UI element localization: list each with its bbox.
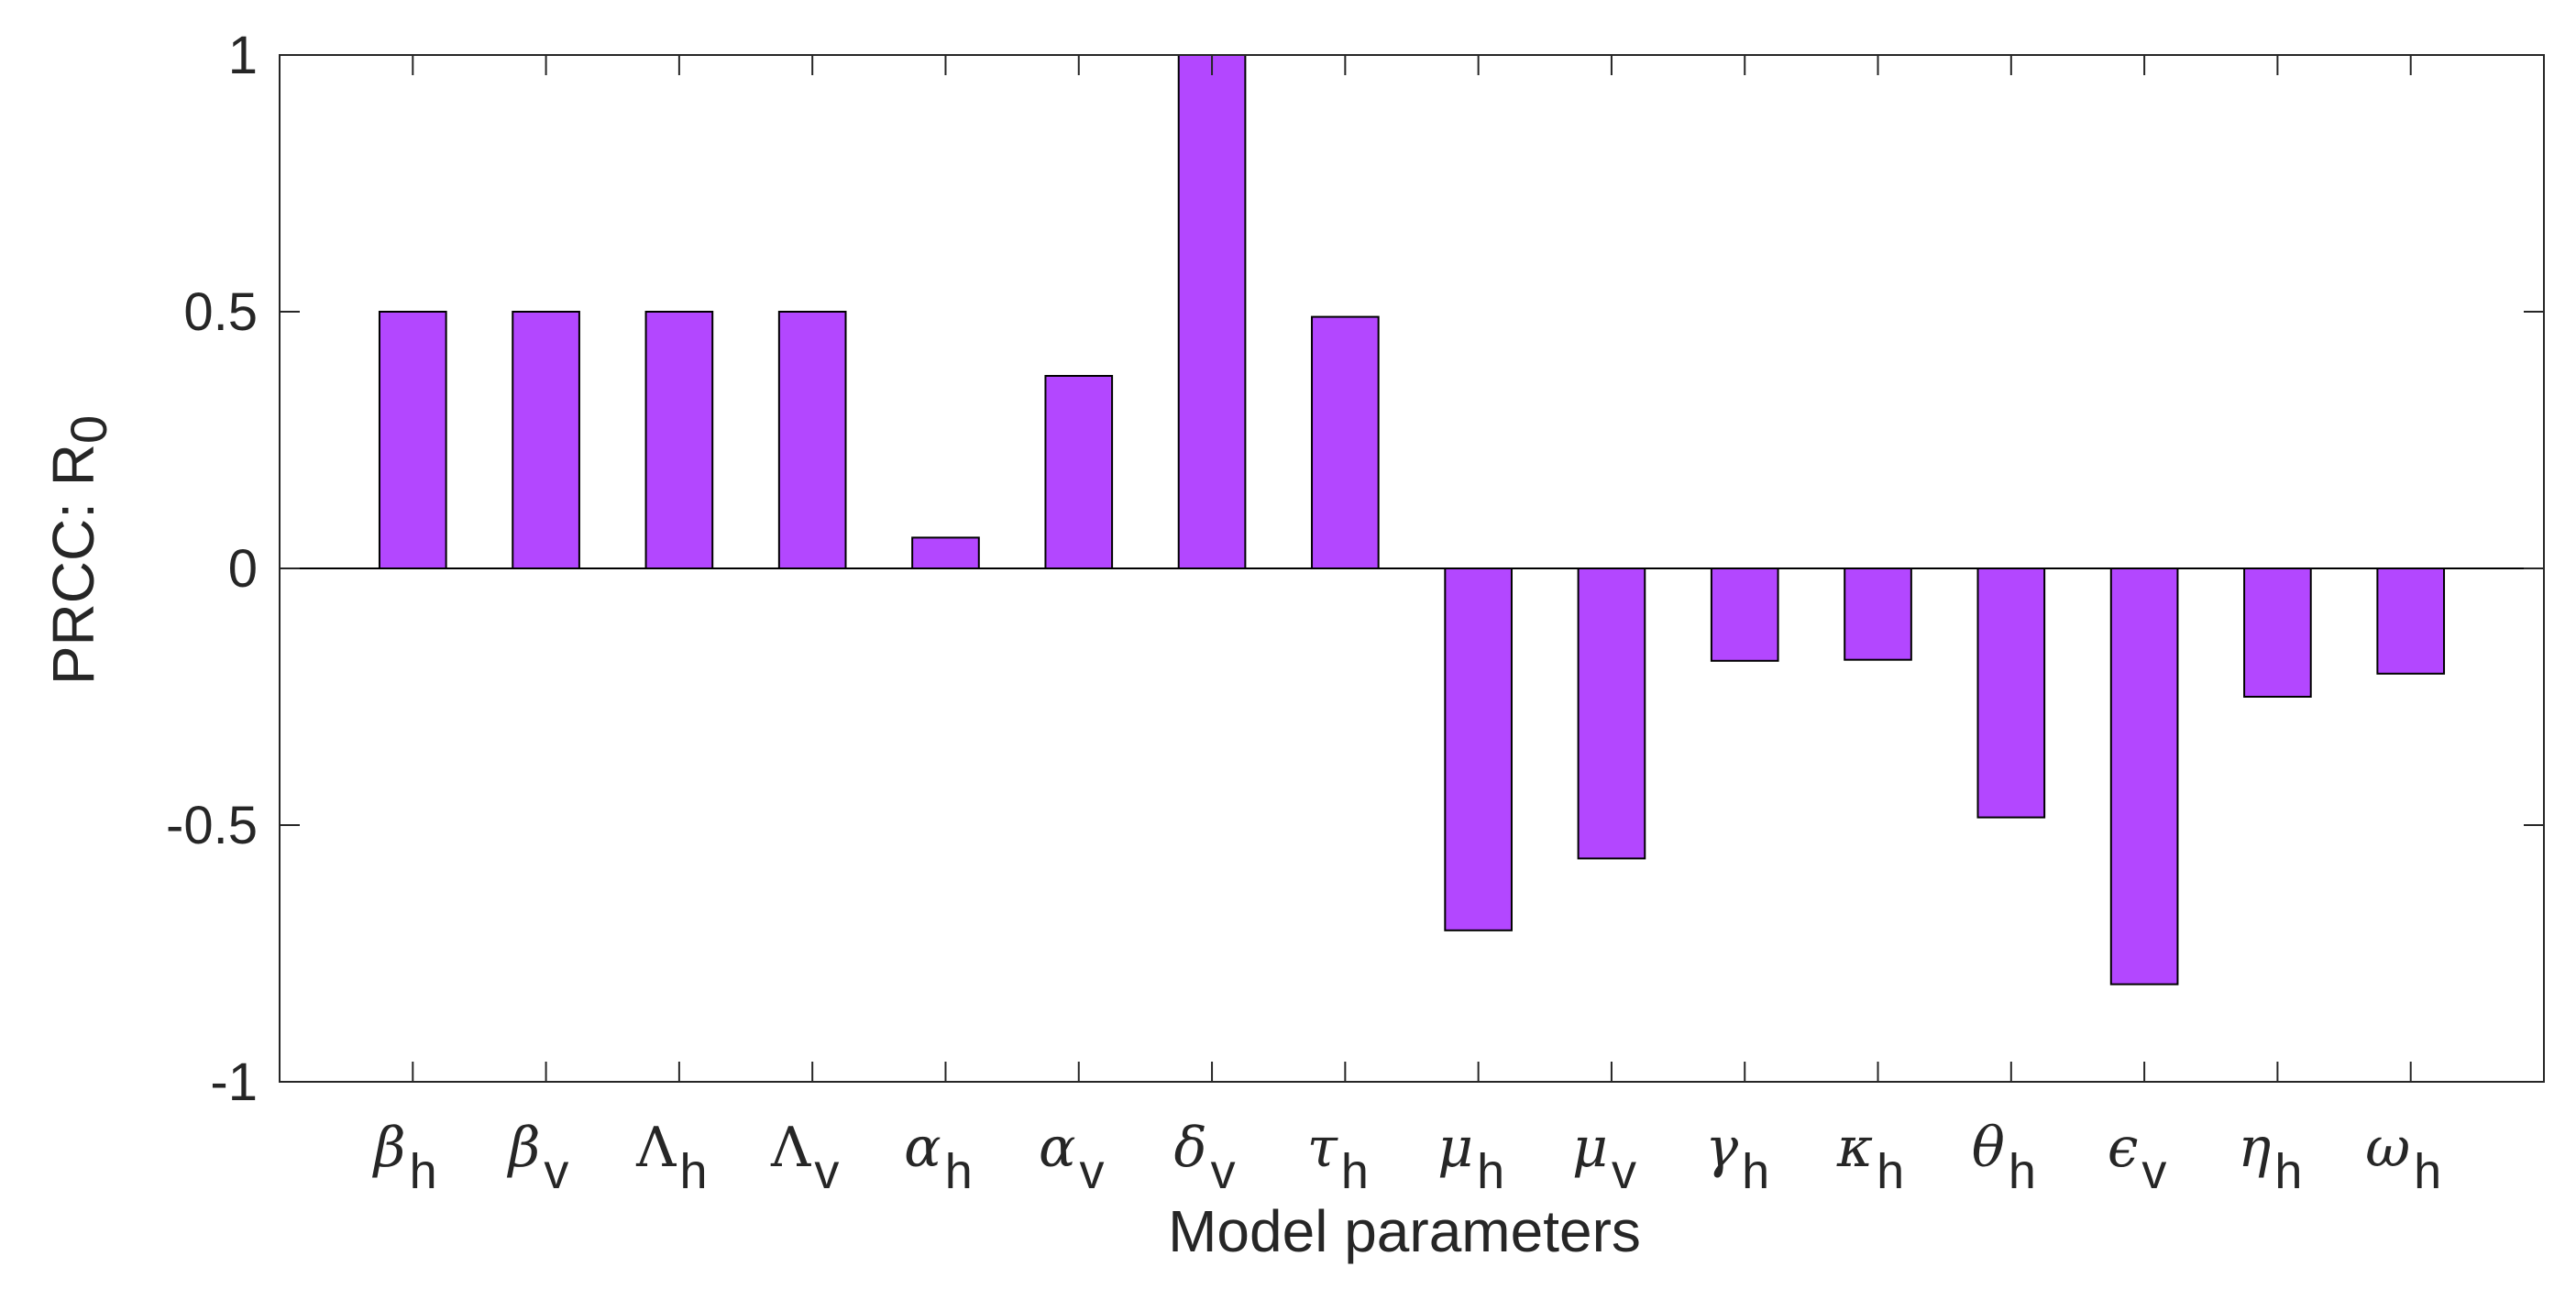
x-tick-label-11: κh [1836, 1116, 1904, 1199]
svg-text:PRCC: R0: PRCC: R0 [40, 415, 117, 685]
axes-layer [279, 54, 2545, 1083]
y-axis-title: PRCC: R0 [40, 415, 117, 685]
bar-5 [1044, 375, 1114, 569]
bar-14 [2243, 567, 2312, 698]
bar-8 [1444, 567, 1513, 931]
x-tick-label-7: τh [1307, 1116, 1369, 1199]
bars-layer [378, 54, 2446, 986]
y-tick-label-0: -1 [210, 1052, 258, 1112]
bar-15 [2376, 567, 2446, 675]
x-tick-label-5: αv [1039, 1116, 1105, 1199]
x-tick-label-14: ηh [2238, 1116, 2302, 1199]
x-tick-label-10: γh [1705, 1116, 1769, 1199]
bar-6 [1177, 54, 1247, 569]
x-tick-label-8: μh [1437, 1116, 1504, 1199]
y-tick-label-4: 1 [228, 26, 258, 85]
x-tick-label-6: δv [1173, 1116, 1235, 1199]
x-tick-label-1: βv [507, 1116, 569, 1199]
x-tick-label-12: θh [1972, 1116, 2036, 1199]
bar-11 [1844, 567, 1912, 661]
x-axis-title: Model parameters [1168, 1198, 1641, 1264]
x-tick-label-9: μv [1572, 1116, 1636, 1199]
bar-9 [1577, 567, 1646, 860]
x-tick-label-2: Λh [635, 1116, 707, 1199]
bar-12 [1976, 567, 2046, 819]
y-tick-label-1: -0.5 [166, 796, 258, 855]
bar-0 [378, 311, 447, 569]
y-tick-label-2: 0 [228, 539, 258, 599]
x-tick-label-3: Λv [770, 1116, 839, 1199]
bar-7 [1311, 315, 1380, 569]
y-axis-title-main: PRCC: R [40, 444, 106, 685]
bar-1 [512, 311, 580, 569]
y-tick-label-3: 0.5 [183, 282, 258, 342]
ticks-layer [280, 54, 2544, 1083]
labels-layer: -1 -0.5 0 0.5 1 βh βv Λh Λv αh αv δv τh μh μv γh κh θh ϵv η… [166, 26, 2441, 1199]
bar-4 [911, 536, 980, 570]
bar-13 [2109, 567, 2179, 986]
x-tick-label-0: βh [372, 1116, 437, 1199]
bar-3 [777, 311, 847, 569]
x-tick-label-4: αh [904, 1116, 973, 1199]
bar-10 [1710, 567, 1779, 662]
x-tick-label-15: ωh [2365, 1116, 2441, 1199]
bar-2 [644, 311, 714, 569]
y-axis-title-sub: 0 [60, 415, 117, 444]
x-tick-label-13: ϵv [2108, 1116, 2167, 1199]
